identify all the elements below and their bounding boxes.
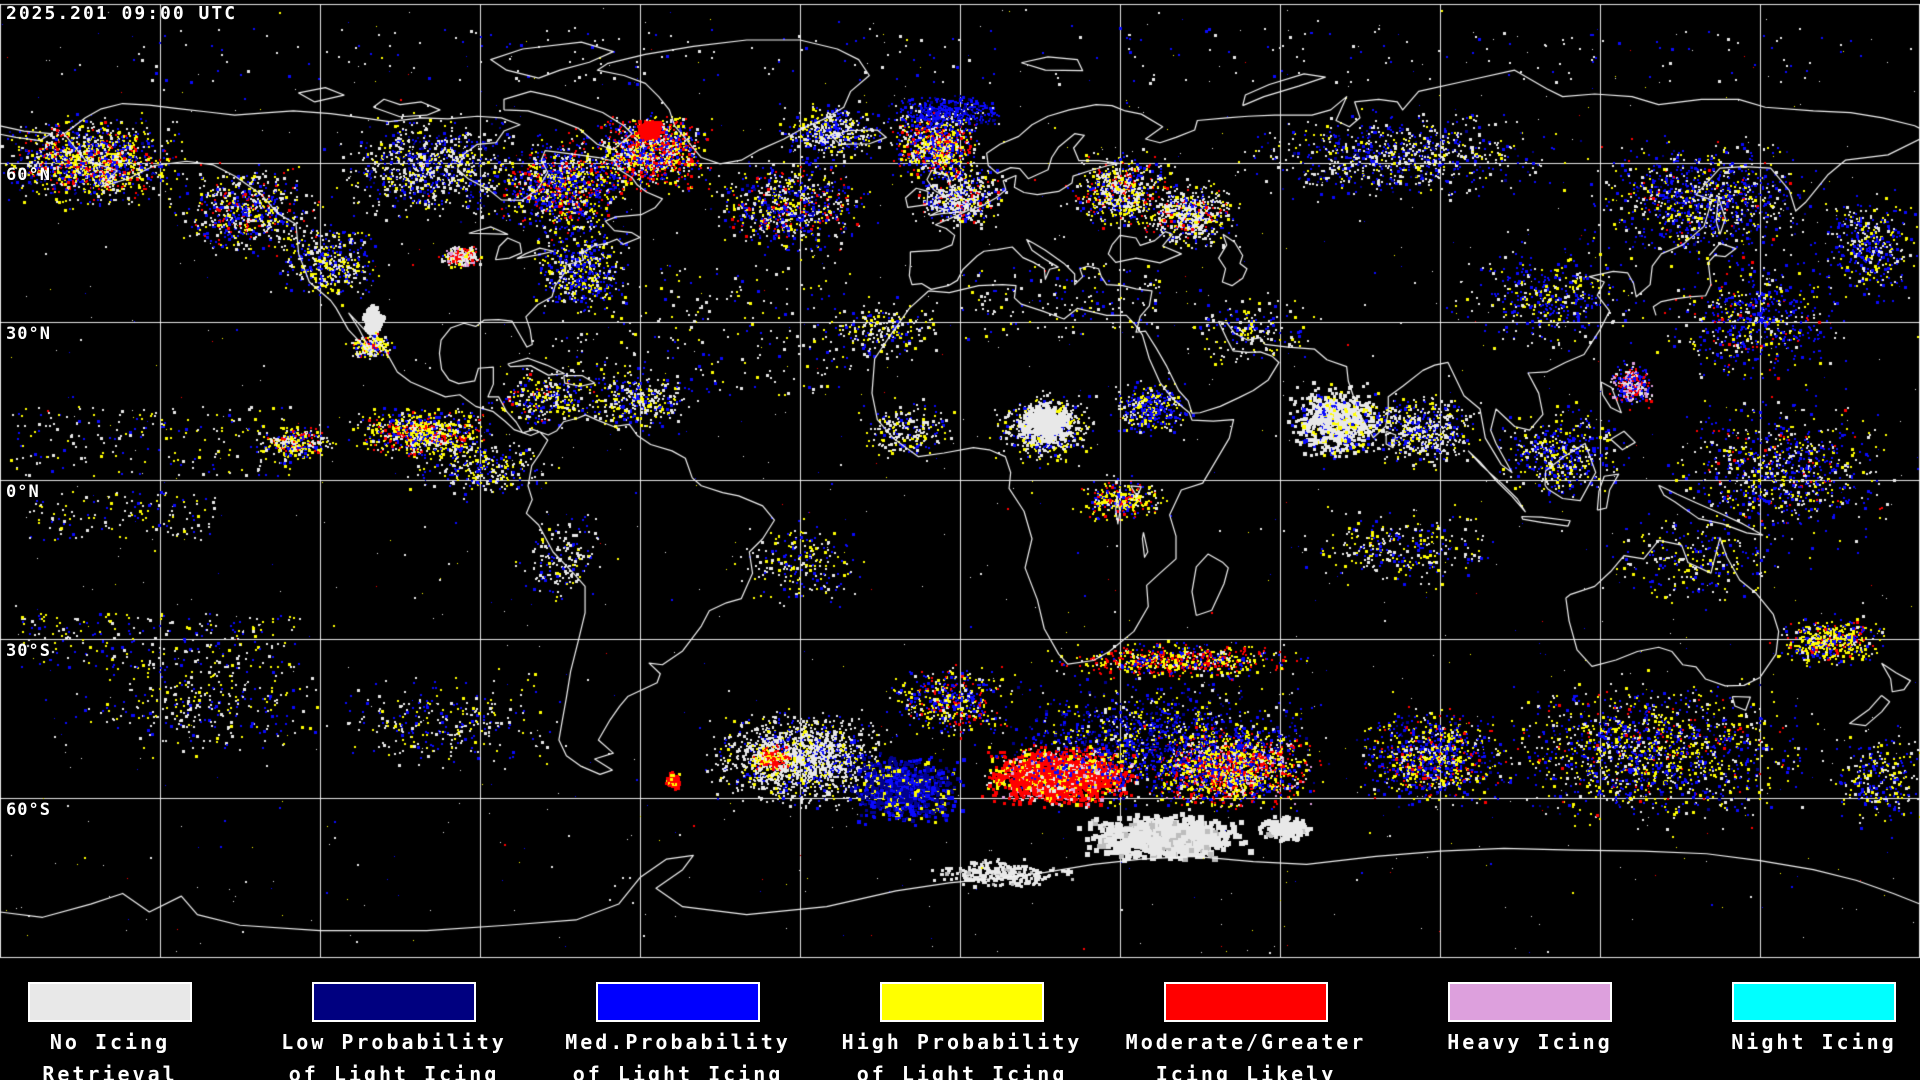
med-probability-swatch bbox=[596, 982, 760, 1022]
night-icing-swatch bbox=[1732, 982, 1896, 1022]
legend-label: High Probability bbox=[841, 1030, 1083, 1054]
legend-item-night-icing: Night Icing bbox=[1672, 970, 1920, 1058]
legend-item-moderate-greater: Moderate/Greater Icing Likely bbox=[1104, 970, 1388, 1080]
no-icing-swatch bbox=[28, 982, 192, 1022]
legend-label: Heavy Icing bbox=[1447, 1030, 1613, 1054]
world-icing-map bbox=[0, 0, 1920, 970]
legend: No Icing Retrieval Low Probability of Li… bbox=[0, 970, 1920, 1080]
legend-label: No Icing bbox=[49, 1030, 171, 1054]
legend-label: of Light Icing bbox=[572, 1062, 784, 1080]
legend-label: Night Icing bbox=[1731, 1030, 1897, 1054]
timestamp-label: 2025.201 09:00 UTC bbox=[6, 3, 238, 24]
legend-label: Med.Probability bbox=[565, 1030, 791, 1054]
low-probability-swatch bbox=[312, 982, 476, 1022]
legend-label: Icing Likely bbox=[1155, 1062, 1337, 1080]
legend-label: of Light Icing bbox=[856, 1062, 1068, 1080]
latitude-label-60n: 60°N bbox=[6, 165, 51, 185]
legend-item-low-probability: Low Probability of Light Icing bbox=[252, 970, 536, 1080]
high-probability-swatch bbox=[880, 982, 1044, 1022]
moderate-greater-swatch bbox=[1164, 982, 1328, 1022]
legend-label: Retrieval bbox=[42, 1062, 178, 1080]
legend-item-high-probability: High Probability of Light Icing bbox=[820, 970, 1104, 1080]
latitude-label-30s: 30°S bbox=[6, 641, 51, 661]
latitude-label-60s: 60°S bbox=[6, 800, 51, 820]
legend-label: of Light Icing bbox=[288, 1062, 500, 1080]
legend-item-no-icing: No Icing Retrieval bbox=[0, 970, 252, 1080]
legend-label: Moderate/Greater bbox=[1125, 1030, 1367, 1054]
legend-label: Low Probability bbox=[281, 1030, 507, 1054]
latitude-label-30n: 30°N bbox=[6, 324, 51, 344]
legend-item-heavy-icing: Heavy Icing bbox=[1388, 970, 1672, 1058]
heavy-icing-swatch bbox=[1448, 982, 1612, 1022]
legend-item-med-probability: Med.Probability of Light Icing bbox=[536, 970, 820, 1080]
latitude-label-0n: 0°N bbox=[6, 482, 40, 502]
